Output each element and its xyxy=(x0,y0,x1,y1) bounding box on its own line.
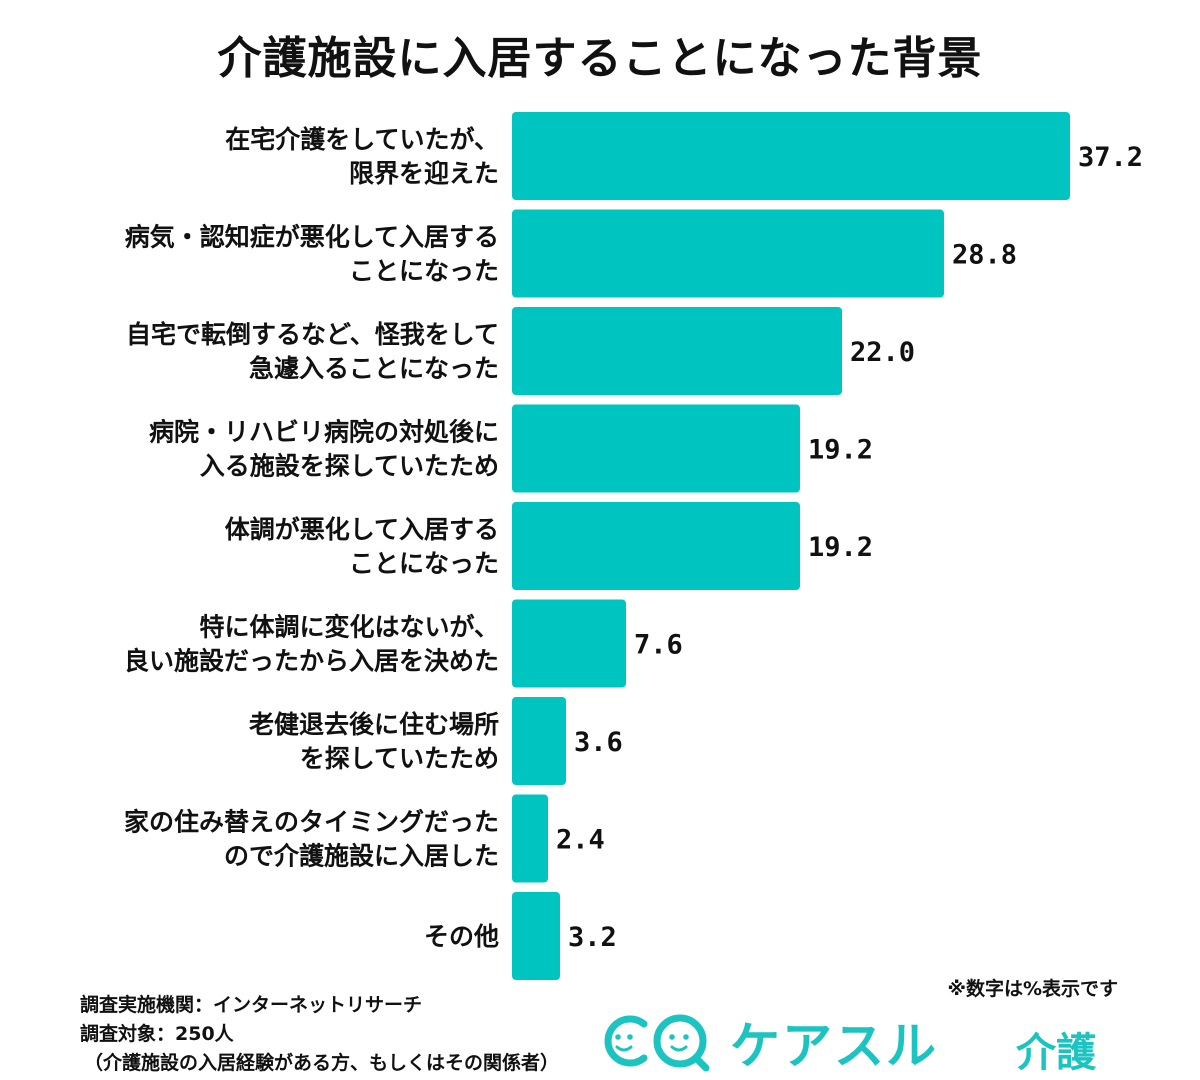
category-label-7-line-0: 家の住み替えのタイミングだった xyxy=(124,808,499,837)
percent-note: ※数字は%表示です xyxy=(947,978,1118,1000)
category-label-4-line-0: 体調が悪化して入居する xyxy=(225,515,499,544)
bar-8 xyxy=(512,892,560,980)
category-label-2-line-0: 自宅で転倒するなど、怪我をして xyxy=(126,320,499,349)
bar-3 xyxy=(512,404,800,493)
category-label-2-line-1: 急遽入ることになった xyxy=(249,354,499,383)
category-label-4-line-1: ことになった xyxy=(349,549,499,578)
category-label-8-line-0: その他 xyxy=(424,922,499,951)
value-label-0: 37.2 xyxy=(1078,142,1143,173)
value-label-4: 19.2 xyxy=(808,532,873,563)
category-label-1-line-1: ことになった xyxy=(349,257,499,286)
category-label-7-line-1: ので介護施設に入居した xyxy=(224,842,499,871)
survey-target-detail: （介護施設の入居経験がある方、もしくはその関係者） xyxy=(84,1052,560,1074)
category-label-0-line-1: 限界を迎えた xyxy=(349,159,499,188)
category-label-0-line-0: 在宅介護をしていたが、 xyxy=(225,125,499,154)
category-label-3-line-0: 病院・リハビリ病院の対処後に xyxy=(149,418,499,447)
value-label-7: 2.4 xyxy=(556,825,605,856)
category-label-1-line-0: 病気・認知症が悪化して入居する xyxy=(125,223,499,252)
bar-4 xyxy=(512,502,800,590)
bar-5 xyxy=(512,599,626,688)
category-label-5-line-1: 良い施設だったから入居を決めた xyxy=(124,647,499,676)
bar-7 xyxy=(512,794,548,883)
bar-2 xyxy=(512,307,842,395)
brand-logo: ケアスル 介護 xyxy=(604,1006,1124,1076)
logo-text: ケアスル xyxy=(730,1017,938,1075)
survey-source: 調査実施機関：インターネットリサーチ xyxy=(80,994,423,1016)
chart-title: 介護施設に入居することになった背景 xyxy=(217,33,983,84)
value-label-5: 7.6 xyxy=(634,630,683,661)
value-label-2: 22.0 xyxy=(850,337,915,368)
logo-subtext: 介護 xyxy=(1016,1030,1096,1076)
value-label-1: 28.8 xyxy=(952,240,1017,271)
bar-0 xyxy=(512,112,1070,200)
value-label-6: 3.6 xyxy=(574,727,623,758)
value-label-3: 19.2 xyxy=(808,435,873,466)
category-label-3-line-1: 入る施設を探していたため xyxy=(200,452,499,481)
value-label-8: 3.2 xyxy=(568,922,617,953)
bar-6 xyxy=(512,697,566,785)
category-label-5-line-0: 特に体調に変化はないが、 xyxy=(199,613,499,642)
survey-target: 調査対象：250人 xyxy=(80,1023,234,1045)
category-label-6-line-0: 老健退去後に住む場所 xyxy=(249,710,499,739)
smiling-faces-logo-icon xyxy=(604,1014,710,1072)
bar-1 xyxy=(512,209,944,298)
category-label-6-line-1: を探していたため xyxy=(300,744,499,773)
